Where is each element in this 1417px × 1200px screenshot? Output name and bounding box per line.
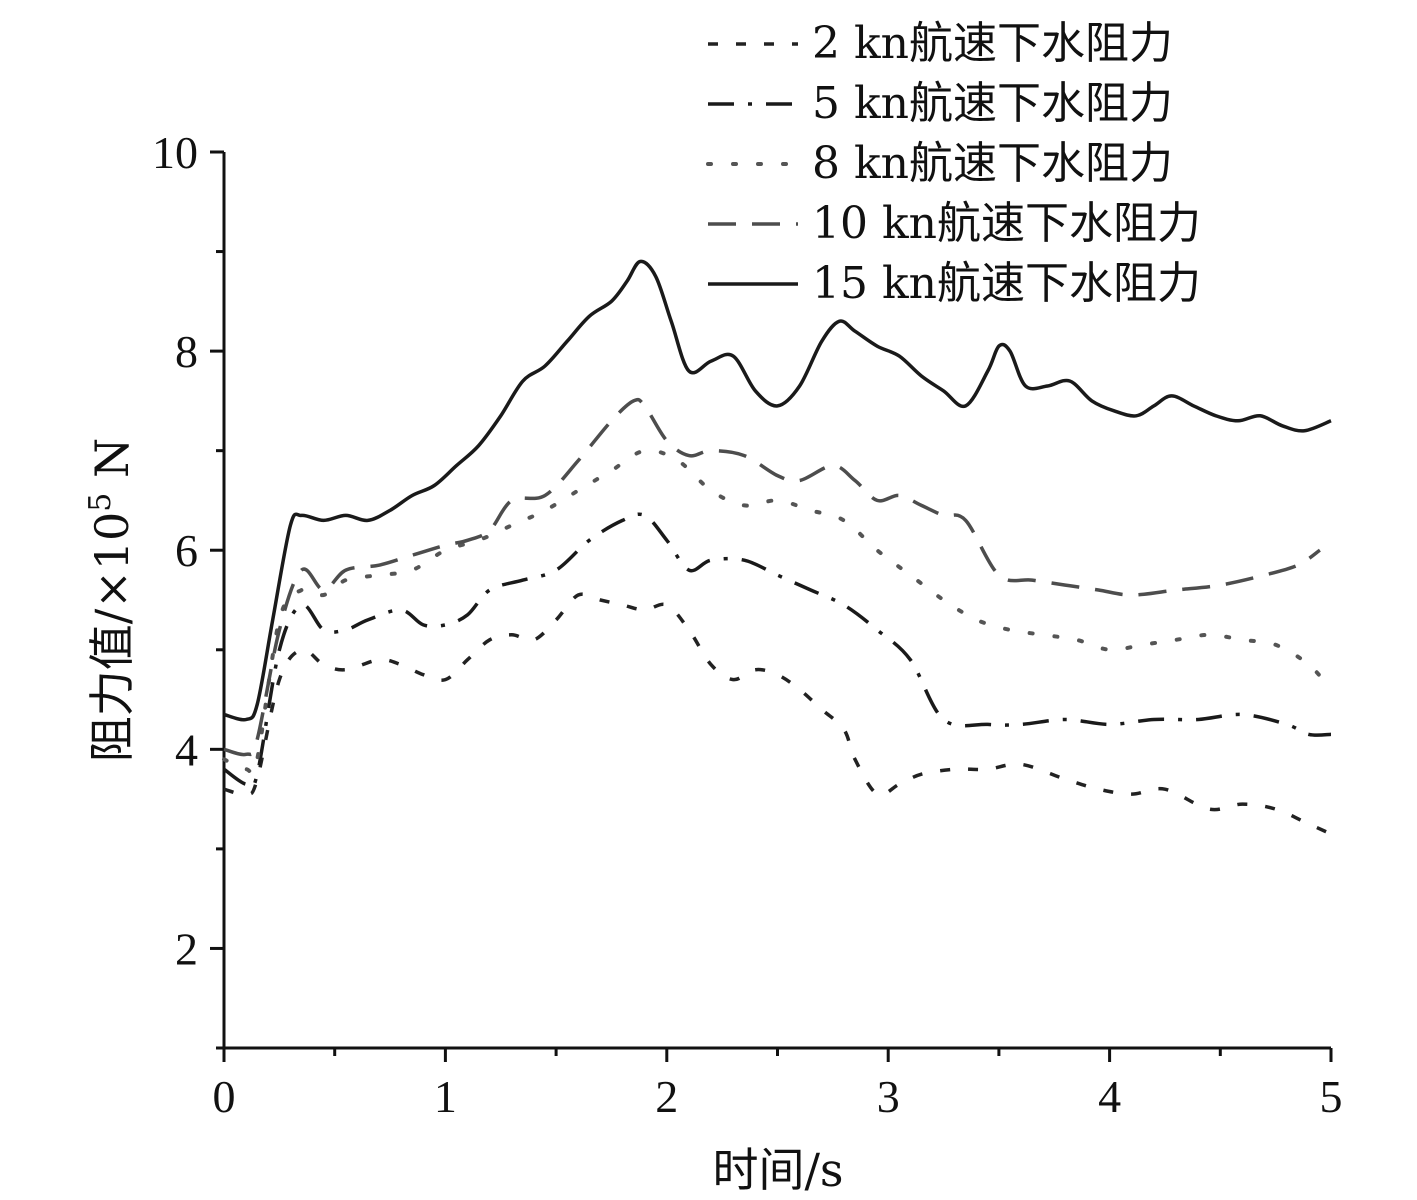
tick-labels: 0 1 2 3 4 5 2 4 6 8 10: [152, 127, 1343, 1122]
x-tick-label: 0: [213, 1071, 236, 1122]
y-tick-label: 2: [175, 923, 198, 974]
series-line-4: [223, 397, 1321, 757]
x-tick-label: 1: [434, 1071, 457, 1122]
legend-label-1: 2 kn航速下水阻力: [812, 18, 1173, 69]
legend: 2 kn航速下水阻力 5 kn航速下水阻力 8 kn航速下水阻力 10 kn航速下水阻…: [706, 18, 1201, 309]
x-tick-label: 4: [1098, 1071, 1121, 1122]
legend-label-4: 10 kn航速下水阻力: [812, 198, 1201, 249]
series-line-1: [223, 592, 1332, 836]
series-line-5: [223, 259, 1332, 722]
series-lines: [222, 259, 1333, 836]
y-tick-label: 6: [175, 525, 198, 576]
y-axis-label-main: 阻力值/×10: [85, 512, 139, 763]
y-axis-label-unit: N: [85, 438, 139, 493]
x-axis-label: 时间/s: [712, 1143, 843, 1197]
legend-label-5: 15 kn航速下水阻力: [812, 258, 1201, 309]
y-axis-label-sup: 5: [83, 493, 118, 512]
x-tick-label: 3: [877, 1071, 900, 1122]
y-axis-label: 阻力值/×105 N: [83, 438, 139, 763]
legend-label-3: 8 kn航速下水阻力: [812, 138, 1173, 189]
y-tick-label: 4: [175, 724, 198, 775]
ticks: [210, 150, 1333, 1062]
legend-label-2: 5 kn航速下水阻力: [812, 78, 1173, 129]
series-line-2: [222, 512, 1332, 790]
y-tick-label: 8: [175, 326, 198, 377]
y-tick-label: 10: [152, 127, 198, 178]
x-tick-label: 2: [655, 1071, 678, 1122]
x-tick-label: 5: [1320, 1071, 1343, 1122]
